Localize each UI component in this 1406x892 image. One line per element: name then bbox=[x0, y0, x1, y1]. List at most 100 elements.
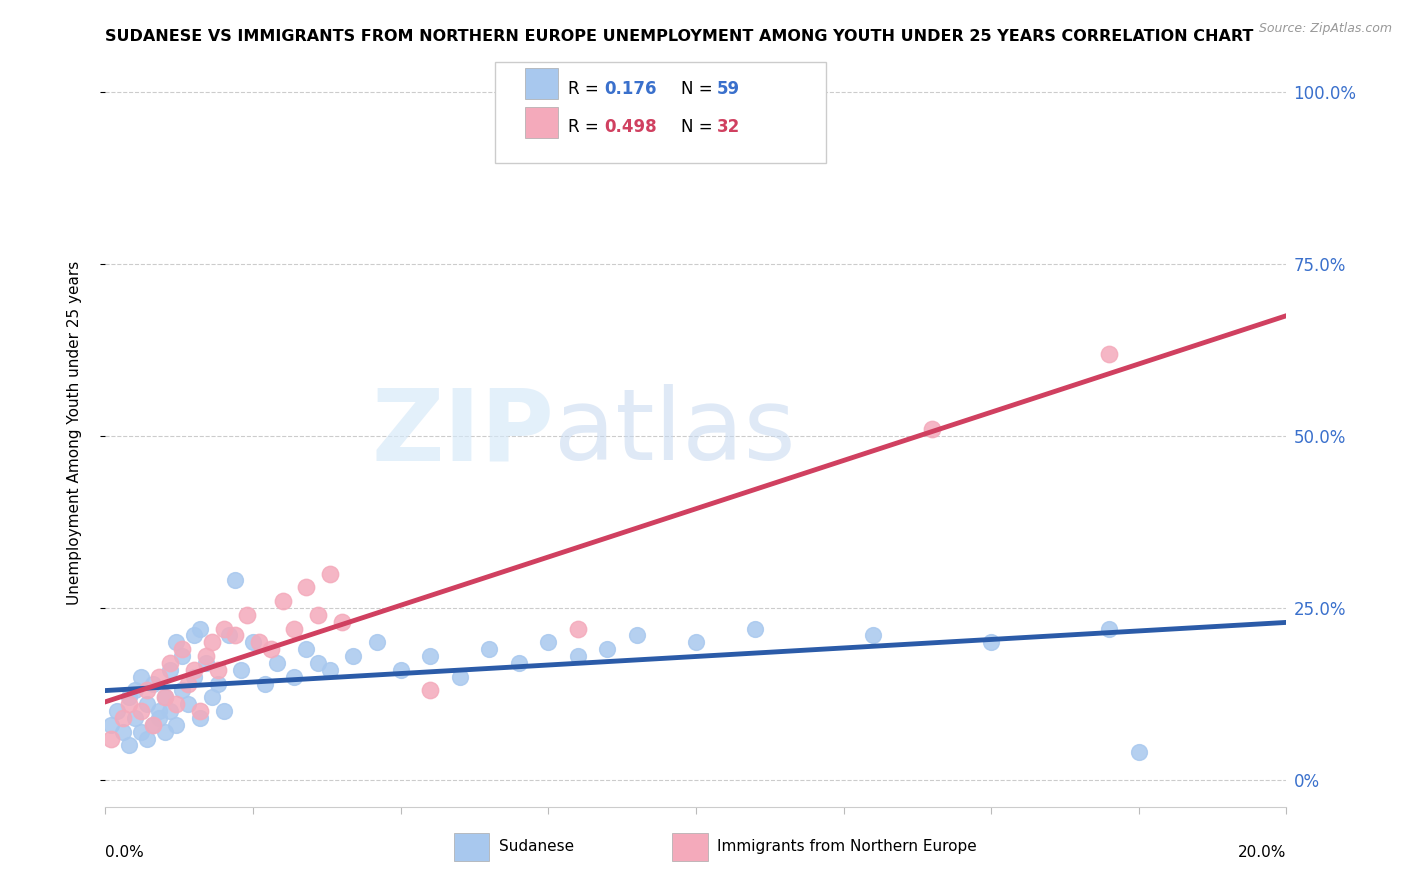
Text: Immigrants from Northern Europe: Immigrants from Northern Europe bbox=[717, 838, 977, 854]
Point bbox=[626, 628, 648, 642]
Point bbox=[862, 628, 884, 642]
Point bbox=[537, 635, 560, 649]
Text: SUDANESE VS IMMIGRANTS FROM NORTHERN EUROPE UNEMPLOYMENT AMONG YOUTH UNDER 25 YE: SUDANESE VS IMMIGRANTS FROM NORTHERN EUR… bbox=[105, 29, 1254, 45]
Text: 20.0%: 20.0% bbox=[1239, 845, 1286, 860]
Point bbox=[188, 711, 211, 725]
Text: Sudanese: Sudanese bbox=[499, 838, 574, 854]
Y-axis label: Unemployment Among Youth under 25 years: Unemployment Among Youth under 25 years bbox=[67, 260, 82, 605]
Point bbox=[283, 670, 305, 684]
Text: 0.176: 0.176 bbox=[603, 80, 657, 98]
Point bbox=[165, 697, 187, 711]
Point bbox=[224, 574, 246, 588]
Point bbox=[508, 656, 530, 670]
Point bbox=[236, 607, 259, 622]
Point bbox=[135, 731, 157, 746]
Point bbox=[231, 663, 253, 677]
Point bbox=[135, 683, 157, 698]
Point bbox=[207, 663, 229, 677]
Point bbox=[295, 642, 318, 657]
Point bbox=[142, 718, 165, 732]
Point bbox=[330, 615, 353, 629]
Point bbox=[142, 676, 165, 690]
Point bbox=[247, 635, 270, 649]
Point bbox=[253, 676, 276, 690]
Point bbox=[148, 711, 170, 725]
Point bbox=[1128, 745, 1150, 759]
Text: 0.498: 0.498 bbox=[603, 118, 657, 136]
FancyBboxPatch shape bbox=[524, 68, 558, 99]
Text: R =: R = bbox=[568, 118, 605, 136]
Point bbox=[1098, 346, 1121, 360]
Point bbox=[124, 683, 146, 698]
FancyBboxPatch shape bbox=[454, 833, 489, 861]
FancyBboxPatch shape bbox=[672, 833, 707, 861]
Text: 0.0%: 0.0% bbox=[105, 845, 145, 860]
Point bbox=[153, 690, 176, 705]
Point bbox=[183, 663, 205, 677]
Point bbox=[118, 697, 141, 711]
Point bbox=[419, 648, 441, 663]
Point bbox=[112, 724, 135, 739]
Point bbox=[159, 656, 181, 670]
Point bbox=[172, 648, 194, 663]
Point bbox=[224, 628, 246, 642]
Point bbox=[129, 704, 152, 718]
Point bbox=[271, 594, 294, 608]
Point bbox=[201, 690, 224, 705]
Point bbox=[148, 670, 170, 684]
Point bbox=[129, 670, 152, 684]
Text: 59: 59 bbox=[717, 80, 741, 98]
Text: ZIP: ZIP bbox=[371, 384, 554, 481]
Point bbox=[685, 635, 707, 649]
Point bbox=[419, 683, 441, 698]
Point bbox=[153, 690, 176, 705]
Point bbox=[188, 704, 211, 718]
Point bbox=[342, 648, 364, 663]
Point bbox=[207, 676, 229, 690]
FancyBboxPatch shape bbox=[495, 62, 825, 163]
Point bbox=[567, 648, 589, 663]
Point bbox=[124, 711, 146, 725]
Point bbox=[218, 628, 240, 642]
FancyBboxPatch shape bbox=[524, 107, 558, 138]
Point bbox=[319, 566, 342, 581]
Point bbox=[319, 663, 342, 677]
Point bbox=[172, 683, 194, 698]
Text: N =: N = bbox=[681, 118, 717, 136]
Point bbox=[366, 635, 388, 649]
Point bbox=[165, 718, 187, 732]
Point bbox=[201, 635, 224, 649]
Point bbox=[177, 697, 200, 711]
Point bbox=[212, 622, 235, 636]
Point bbox=[148, 704, 170, 718]
Point bbox=[153, 724, 176, 739]
Text: atlas: atlas bbox=[554, 384, 796, 481]
Point bbox=[389, 663, 412, 677]
Point bbox=[100, 718, 122, 732]
Text: Source: ZipAtlas.com: Source: ZipAtlas.com bbox=[1258, 22, 1392, 36]
Point bbox=[1098, 622, 1121, 636]
Point bbox=[744, 622, 766, 636]
Point bbox=[159, 704, 181, 718]
Point bbox=[142, 718, 165, 732]
Point bbox=[449, 670, 471, 684]
Text: N =: N = bbox=[681, 80, 717, 98]
Point bbox=[980, 635, 1002, 649]
Point bbox=[159, 663, 181, 677]
Point bbox=[100, 731, 122, 746]
Point bbox=[177, 676, 200, 690]
Point bbox=[266, 656, 288, 670]
Point bbox=[194, 656, 217, 670]
Point bbox=[135, 697, 157, 711]
Point bbox=[478, 642, 501, 657]
Point bbox=[183, 628, 205, 642]
Point bbox=[188, 622, 211, 636]
Point bbox=[212, 704, 235, 718]
Point bbox=[596, 642, 619, 657]
Text: R =: R = bbox=[568, 80, 605, 98]
Point bbox=[172, 642, 194, 657]
Point bbox=[165, 635, 187, 649]
Text: 32: 32 bbox=[717, 118, 741, 136]
Point bbox=[118, 739, 141, 753]
Point bbox=[194, 648, 217, 663]
